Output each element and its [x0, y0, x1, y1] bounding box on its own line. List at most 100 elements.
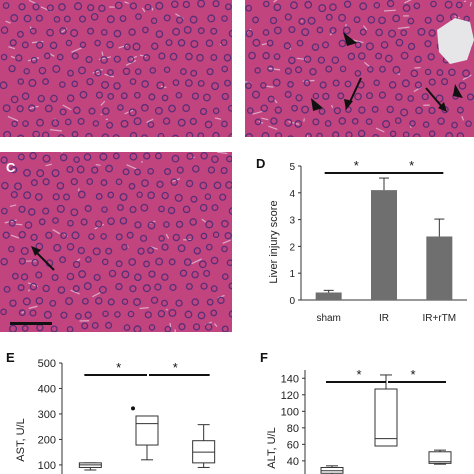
nucleus: [422, 121, 430, 128]
nucleus: [436, 69, 444, 76]
nucleus: [245, 82, 252, 90]
nucleus: [10, 95, 19, 104]
nucleus: [60, 311, 68, 319]
nucleus: [366, 92, 374, 100]
nucleus: [142, 54, 151, 62]
nucleus: [325, 65, 333, 73]
nucleus: [95, 193, 103, 200]
nucleus: [367, 15, 376, 24]
nucleus: [119, 217, 128, 225]
nucleus: [2, 231, 10, 239]
nucleus: [113, 82, 121, 90]
nucleus: [66, 165, 74, 174]
nucleus: [119, 193, 128, 202]
nucleus: [23, 67, 30, 75]
nucleus: [164, 325, 172, 332]
sinusoid: [306, 135, 309, 137]
nucleus: [175, 220, 184, 229]
chart-d-ytick-label: 3: [289, 216, 295, 227]
chart-f-ytick-label: 100: [281, 406, 299, 418]
nucleus: [66, 272, 75, 281]
sinusoid: [95, 163, 101, 166]
nucleus: [67, 219, 74, 227]
nucleus: [388, 29, 397, 38]
nucleus: [303, 55, 312, 64]
sinusoid: [222, 239, 231, 244]
nucleus: [372, 133, 380, 137]
nucleus: [129, 152, 138, 161]
nucleus: [0, 308, 7, 316]
nucleus: [312, 118, 320, 126]
nucleus: [294, 66, 303, 74]
nucleus: [177, 39, 186, 47]
nucleus: [445, 132, 454, 137]
nucleus: [262, 51, 270, 60]
nucleus: [319, 81, 327, 89]
nucleus: [168, 258, 176, 266]
nucleus: [38, 66, 47, 75]
nucleus: [260, 104, 269, 113]
nucleus: [10, 166, 18, 174]
chart-d-ytick-label: 4: [289, 189, 295, 200]
panel-letter-f: F: [260, 350, 268, 365]
sinusoid: [28, 305, 38, 309]
nucleus: [165, 39, 173, 47]
nucleus: [141, 179, 149, 187]
sinusoid: [265, 85, 274, 88]
nucleus: [63, 15, 71, 23]
nucleus: [448, 68, 456, 77]
chart-d-ylabel: Liver injury score: [268, 200, 280, 283]
nucleus: [129, 131, 138, 137]
chart-d-sig-star: *: [354, 158, 359, 173]
nucleus: [114, 1, 123, 10]
nucleus: [11, 120, 18, 128]
nucleus: [35, 14, 43, 22]
nucleus: [56, 53, 64, 61]
nucleus: [382, 120, 391, 129]
nucleus: [56, 204, 65, 213]
nucleus: [88, 233, 95, 240]
nucleus: [359, 28, 367, 36]
sinusoid: [146, 118, 154, 123]
nucleus: [86, 77, 94, 86]
sinusoid: [28, 105, 39, 110]
nucleus: [203, 269, 211, 277]
nucleus: [272, 78, 281, 87]
nucleus: [71, 52, 79, 60]
nucleus: [373, 79, 380, 87]
nucleus: [70, 178, 78, 186]
sinusoid: [214, 323, 218, 327]
nucleus: [437, 117, 445, 125]
nucleus: [184, 79, 193, 87]
panel-letter-d: D: [256, 156, 266, 171]
nucleus: [51, 273, 59, 281]
nucleus: [91, 166, 99, 174]
sinusoid: [151, 246, 158, 250]
nucleus: [261, 132, 270, 137]
nucleus: [311, 43, 320, 51]
nucleus: [177, 118, 186, 127]
sinusoid: [92, 291, 101, 298]
nucleus: [287, 135, 294, 137]
nucleus: [200, 232, 208, 240]
nucleus: [316, 26, 324, 34]
nucleus: [220, 167, 228, 175]
nucleus: [120, 92, 128, 100]
nucleus: [22, 120, 29, 127]
chart-f-ytick-label: 40: [287, 456, 299, 468]
nucleus: [462, 69, 470, 78]
nucleus: [154, 152, 162, 160]
nucleus: [332, 131, 340, 137]
nucleus: [23, 14, 32, 23]
nucleus: [52, 64, 61, 73]
nucleus: [78, 270, 87, 279]
nucleus: [101, 80, 110, 89]
nucleus: [291, 104, 298, 112]
sinusoid: [71, 47, 82, 53]
nucleus: [64, 118, 72, 126]
nucleus: [30, 233, 38, 242]
chart-f-sig-star: *: [410, 367, 415, 382]
sinusoid: [141, 7, 146, 13]
nucleus: [15, 54, 23, 62]
chart-f-ytick-label: 80: [287, 423, 299, 435]
